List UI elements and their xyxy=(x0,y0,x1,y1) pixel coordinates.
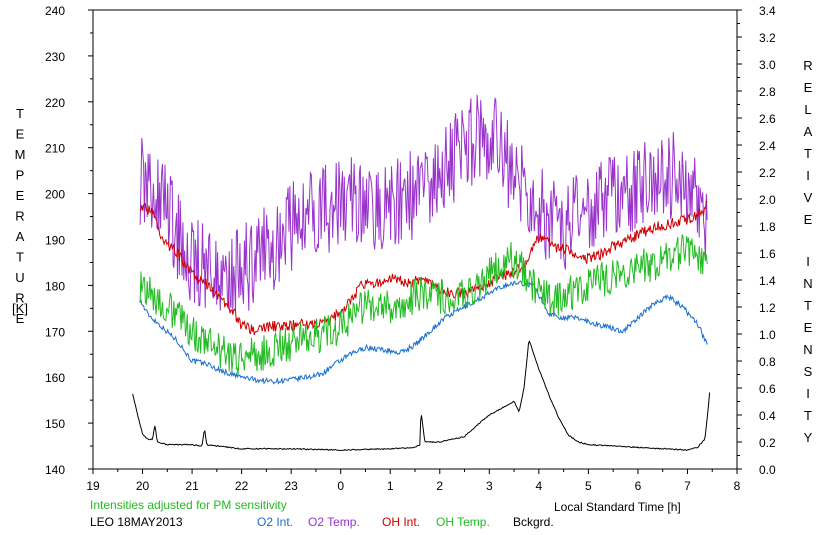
x-tick-label: 5 xyxy=(585,479,592,493)
y-left-label-letter: T xyxy=(16,106,24,121)
y-left-label-letter: E xyxy=(16,311,25,326)
plot-frame xyxy=(92,9,738,470)
y-right-label-letter: E xyxy=(804,80,813,95)
note-text: Intensities adjusted for PM sensitivity xyxy=(90,498,287,512)
y-right-label-letter: E xyxy=(804,320,813,335)
y-right-tick-label: 0.4 xyxy=(759,409,776,423)
y-left-unit: [K] xyxy=(12,301,28,316)
y-left-tick-label: 150 xyxy=(45,417,65,431)
x-tick-label: 8 xyxy=(734,479,741,493)
y-left-label-letter: E xyxy=(16,188,25,203)
y-right-tick-label: 1.8 xyxy=(759,220,776,234)
y-right-label-letter: V xyxy=(804,190,813,205)
x-tick-label: 6 xyxy=(635,479,642,493)
x-tick-label: 1 xyxy=(387,479,394,493)
y-right-tick-label: 1.0 xyxy=(759,328,776,342)
y-left-tick-label: 220 xyxy=(45,96,65,110)
y-right-tick-label: 1.6 xyxy=(759,247,776,261)
x-tick-label: 22 xyxy=(235,479,249,493)
y-left-label-letter: E xyxy=(16,127,25,142)
x-tick-label: 0 xyxy=(337,479,344,493)
legend-entry: O2 Int. xyxy=(257,515,293,529)
series-line-o2-int- xyxy=(139,280,708,385)
legend-entry: OH Temp. xyxy=(436,515,490,529)
x-tick-label: 2 xyxy=(436,479,443,493)
y-right-label-letter: L xyxy=(804,102,811,117)
y-left-label-letter: R xyxy=(15,209,24,224)
x-tick-label: 20 xyxy=(136,479,150,493)
y-right-label-letter: E xyxy=(804,212,813,227)
station-label: LEO 18MAY2013 xyxy=(90,515,183,529)
series-line-oh-int- xyxy=(139,200,708,336)
series-line-bckgrd- xyxy=(132,340,711,452)
plot-area xyxy=(92,9,738,470)
y-right-tick-label: 3.2 xyxy=(759,31,776,45)
y-left-tick-label: 170 xyxy=(45,325,65,339)
y-left-label-letter: A xyxy=(16,229,25,244)
x-axis-label: Local Standard Time [h] xyxy=(554,500,681,514)
y-right-label-letter: I xyxy=(806,254,810,269)
y-right-label-letter: N xyxy=(803,276,812,291)
y-left-label-letter: R xyxy=(15,291,24,306)
y-left-label-letter: M xyxy=(15,147,26,162)
y-right-label-letter: T xyxy=(804,298,812,313)
y-right-tick-label: 2.0 xyxy=(759,193,776,207)
x-tick-label: 21 xyxy=(185,479,199,493)
y-right-tick-label: 0.0 xyxy=(759,463,776,477)
y-right-tick-label: 0.2 xyxy=(759,436,776,450)
y-left-tick-label: 160 xyxy=(45,371,65,385)
y-right-label-letter: N xyxy=(803,342,812,357)
y-left-tick-label: 140 xyxy=(45,463,65,477)
series-line-o2-temp- xyxy=(139,94,708,315)
y-left-label-letter: U xyxy=(15,270,24,285)
y-right-label-letter: I xyxy=(806,168,810,183)
y-right-tick-label: 3.4 xyxy=(759,4,776,18)
y-right-label-letter: R xyxy=(803,58,812,73)
y-right-tick-label: 3.0 xyxy=(759,58,776,72)
x-tick-label: 3 xyxy=(486,479,493,493)
y-right-tick-label: 1.2 xyxy=(759,301,776,315)
y-right-tick-label: 2.4 xyxy=(759,139,776,153)
y-right-tick-label: 1.4 xyxy=(759,274,776,288)
x-tick-label: 4 xyxy=(536,479,543,493)
y-right-tick-label: 2.8 xyxy=(759,85,776,99)
y-right-label-letter: T xyxy=(804,408,812,423)
x-tick-label: 19 xyxy=(86,479,100,493)
y-right-label-letter: S xyxy=(804,364,813,379)
y-left-tick-label: 230 xyxy=(45,50,65,64)
y-left-tick-label: 190 xyxy=(45,234,65,248)
y-left-tick-label: 210 xyxy=(45,142,65,156)
y-right-label-letter: A xyxy=(804,124,813,139)
y-right-tick-label: 2.6 xyxy=(759,112,776,126)
y-left-label-letter: P xyxy=(16,168,25,183)
legend-entry: OH Int. xyxy=(382,515,420,529)
y-right-tick-label: 0.8 xyxy=(759,355,776,369)
legend-entry: O2 Temp. xyxy=(308,515,360,529)
y-right-tick-label: 0.6 xyxy=(759,382,776,396)
x-tick-label: 23 xyxy=(284,479,298,493)
y-left-tick-label: 200 xyxy=(45,188,65,202)
axis-ticks: 19 20 21 22 23 0 1 2 3 4 5 6 7 8140150160170180190200… xyxy=(45,4,776,493)
y-right-tick-label: 2.2 xyxy=(759,166,776,180)
x-tick-label: 7 xyxy=(684,479,691,493)
y-left-tick-label: 240 xyxy=(45,4,65,18)
legend-entry: Bckgrd. xyxy=(513,515,554,529)
legend: O2 Int. O2 Temp. OH Int. OH Temp. Bckgrd. xyxy=(257,515,554,529)
series-line-oh-temp- xyxy=(139,234,708,376)
y-left-tick-label: 180 xyxy=(45,279,65,293)
y-left-label-letter: T xyxy=(16,250,24,265)
y-right-label-letter: Y xyxy=(804,430,813,445)
y-right-label-letter: T xyxy=(804,146,812,161)
y-right-label-letter: I xyxy=(806,386,810,401)
